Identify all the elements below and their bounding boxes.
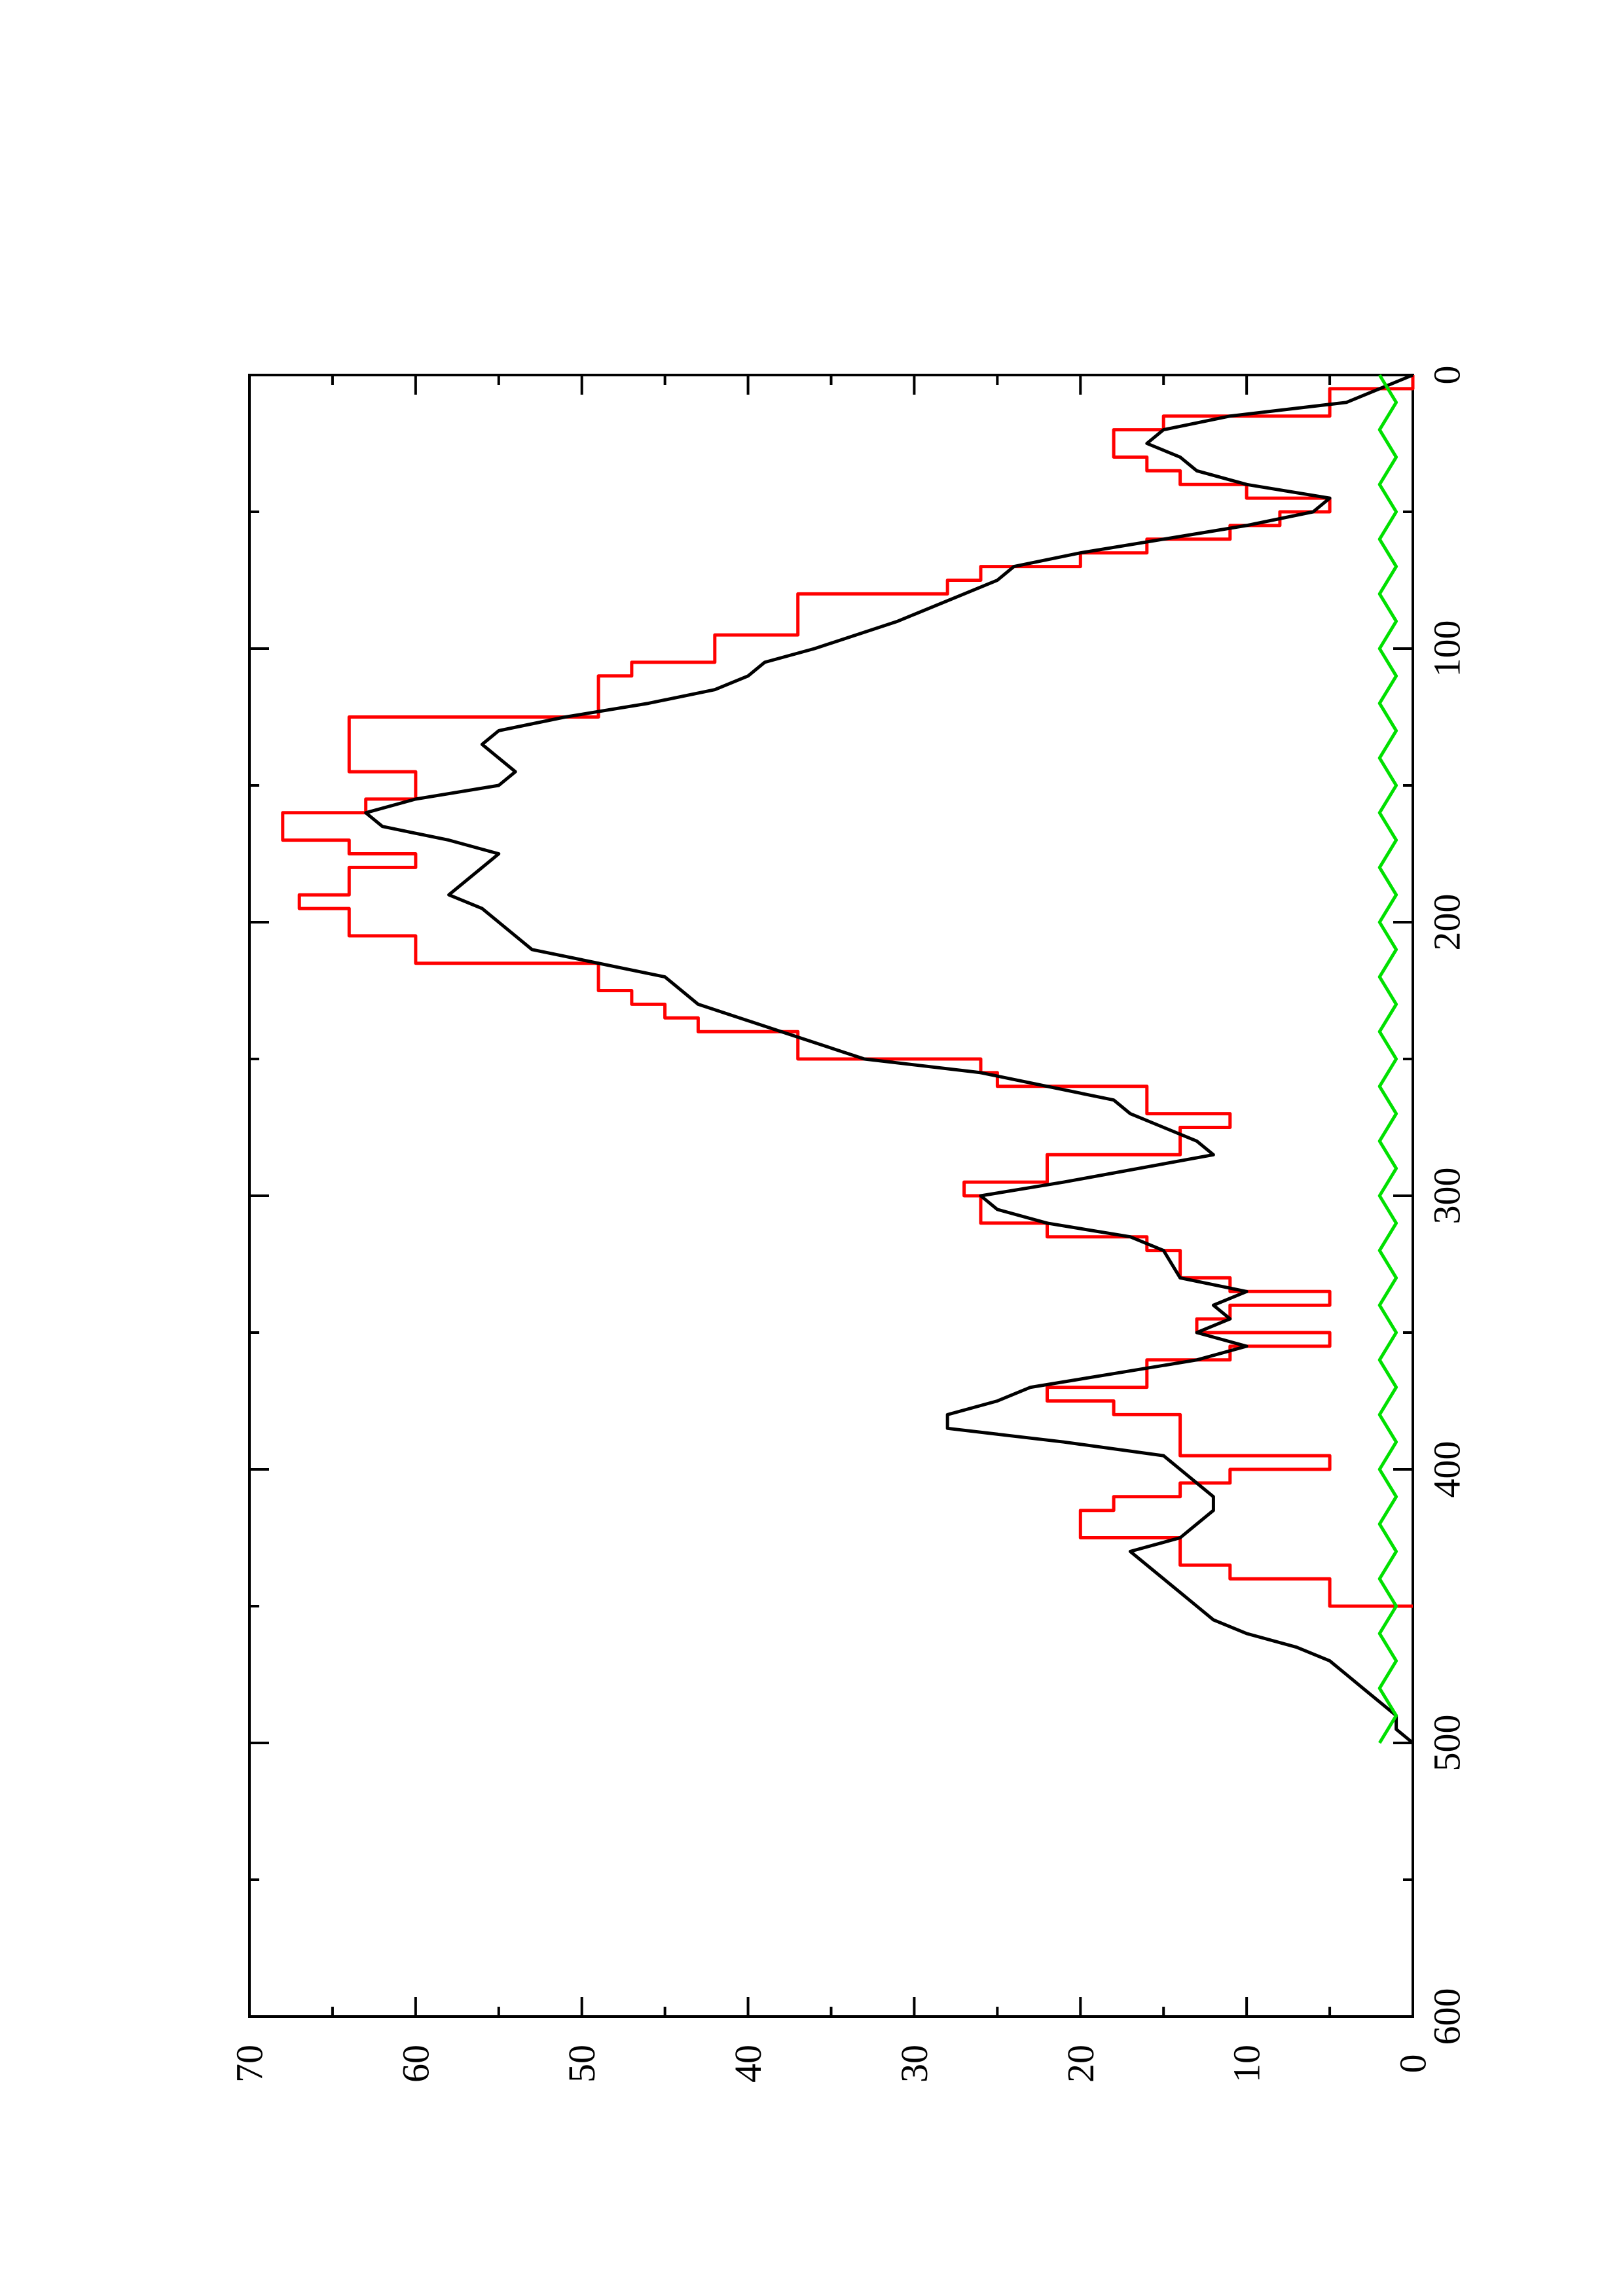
y-tick-label: 40 [727, 2045, 769, 2083]
x-tick-label: 400 [1426, 1441, 1468, 1498]
plot-area: 0 100 200 300 400 500 600 0 10 20 30 40 50 60 70 [228, 366, 1468, 2083]
x-tick-label: 200 [1426, 894, 1468, 951]
x-tick-label: 500 [1426, 1715, 1468, 1772]
x-tick-label: 100 [1426, 620, 1468, 677]
series-black-line [364, 373, 1414, 1744]
plot-frame [248, 374, 1414, 2018]
y-tick-label: 30 [893, 2045, 936, 2083]
series-red-line [281, 375, 1415, 1608]
x-tick-label: 600 [1426, 1988, 1468, 2045]
x-tick-label: 0 [1426, 366, 1468, 385]
y-tick-label: 60 [394, 2045, 437, 2083]
y-tick-label: 20 [1059, 2045, 1102, 2083]
y-tick-label: 0 [1392, 2054, 1434, 2073]
y-tick-label: 70 [228, 2045, 271, 2083]
x-tick-label: 300 [1426, 1168, 1468, 1225]
series-green-line [1377, 374, 1398, 1744]
y-tick-label: 50 [560, 2045, 603, 2083]
y-tick-label: 10 [1226, 2045, 1268, 2083]
